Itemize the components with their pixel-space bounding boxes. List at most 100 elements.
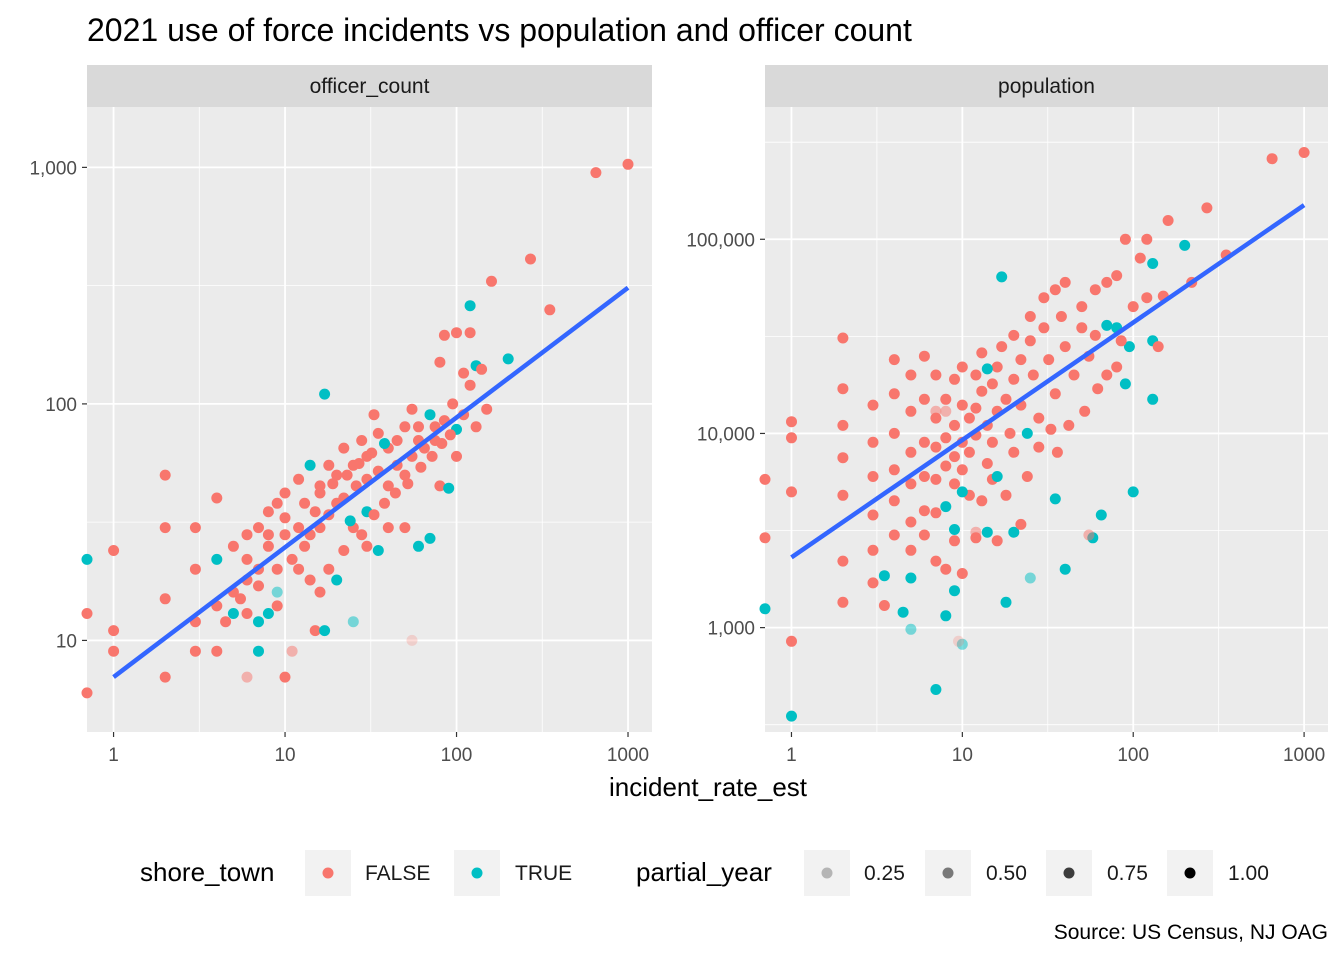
data-point	[293, 473, 305, 485]
data-point	[996, 341, 1008, 353]
data-point	[930, 405, 942, 417]
data-point	[1127, 486, 1139, 498]
data-point	[786, 416, 797, 428]
legend-title-shore-town: shore_town	[140, 857, 274, 887]
data-point	[963, 446, 975, 458]
data-point	[81, 553, 93, 565]
data-point	[1119, 378, 1131, 390]
data-point	[327, 478, 339, 490]
data-point	[837, 419, 849, 431]
data-point	[189, 645, 201, 657]
data-point	[356, 435, 368, 446]
data-point	[759, 473, 771, 485]
data-point	[905, 516, 917, 528]
data-point	[159, 593, 171, 605]
data-point	[1134, 252, 1146, 264]
data-point	[1024, 311, 1036, 322]
data-point	[940, 393, 952, 405]
data-point	[1043, 354, 1055, 366]
facet-population: population 1,000 10,000 100,000 1 10 100 1000	[686, 65, 1328, 766]
data-point	[1068, 369, 1080, 381]
y-tick-label: 100,000	[686, 230, 755, 251]
data-point	[1038, 292, 1050, 304]
data-point	[949, 535, 960, 547]
data-point	[382, 480, 394, 492]
y-tick-label: 1,000	[707, 619, 755, 640]
data-point	[262, 540, 274, 552]
data-point	[1000, 393, 1012, 405]
data-point	[940, 405, 952, 417]
data-point	[338, 442, 350, 454]
data-point	[1059, 341, 1071, 353]
data-point	[1152, 341, 1164, 353]
data-point	[399, 469, 411, 481]
data-point	[837, 452, 849, 464]
y-tick-label: 10	[56, 631, 77, 652]
data-point	[759, 603, 771, 615]
x-tick-label: 1000	[1283, 745, 1325, 766]
data-point	[867, 471, 879, 482]
legend-swatch-0-25	[821, 867, 833, 879]
data-point	[1076, 301, 1088, 313]
data-point	[918, 471, 930, 482]
data-point	[905, 369, 917, 381]
data-point	[271, 600, 283, 612]
data-point	[1266, 153, 1278, 165]
y-tick-label: 10,000	[697, 424, 755, 445]
x-tick-label: 10	[274, 745, 295, 766]
data-point	[399, 421, 411, 433]
data-point	[1024, 572, 1036, 584]
data-point	[1201, 202, 1213, 214]
data-point	[888, 495, 900, 507]
data-point	[986, 436, 998, 448]
data-point	[976, 347, 988, 359]
data-point	[299, 540, 311, 552]
data-point	[1111, 270, 1123, 282]
data-point	[451, 327, 462, 339]
data-point	[319, 388, 331, 400]
data-point	[867, 509, 879, 521]
data-point	[227, 608, 239, 619]
data-point	[991, 361, 1003, 373]
data-point	[323, 563, 335, 575]
data-point	[1089, 284, 1101, 296]
chart-title: 2021 use of force incidents vs populatio…	[87, 12, 912, 48]
data-point	[918, 350, 930, 362]
data-point	[286, 553, 298, 565]
data-point	[940, 610, 952, 622]
data-point	[1015, 518, 1027, 530]
data-point	[444, 429, 456, 441]
data-point	[211, 553, 223, 565]
data-point	[1123, 341, 1135, 353]
data-point	[262, 529, 274, 541]
data-point	[402, 478, 414, 490]
data-point	[956, 464, 968, 476]
data-point	[299, 497, 311, 509]
data-point	[837, 596, 849, 608]
data-point	[331, 574, 343, 586]
data-point	[262, 506, 274, 518]
x-tick-label: 100	[1117, 745, 1149, 766]
data-point	[1055, 311, 1067, 322]
data-point	[356, 529, 368, 541]
data-point	[949, 585, 960, 597]
data-point	[464, 379, 476, 391]
data-point	[368, 509, 380, 521]
data-point	[1049, 284, 1061, 296]
data-point	[991, 471, 1003, 482]
data-point	[1045, 423, 1057, 435]
data-point	[391, 435, 403, 446]
data-point	[451, 450, 462, 462]
data-point	[1079, 405, 1091, 417]
data-point	[253, 580, 264, 592]
data-point	[544, 304, 556, 316]
data-point	[930, 555, 942, 567]
data-point	[476, 363, 488, 375]
data-point	[1033, 412, 1045, 424]
data-point	[436, 438, 448, 449]
data-point	[930, 441, 942, 453]
data-point	[389, 487, 401, 499]
data-point	[878, 600, 890, 611]
data-point	[353, 458, 365, 469]
data-point	[253, 645, 264, 657]
